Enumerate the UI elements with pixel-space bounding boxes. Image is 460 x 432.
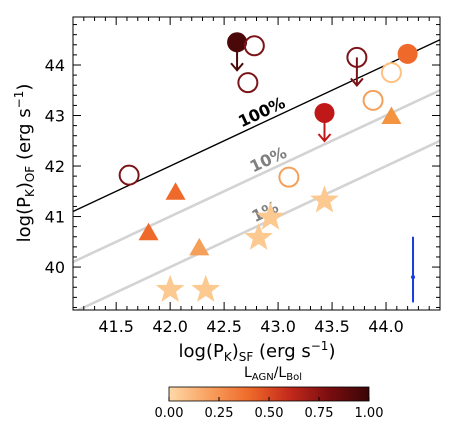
error-bar [411,236,416,303]
triangle-marker [381,106,402,125]
x-axis-title: log(PK)SF (erg s−1) [179,339,336,364]
error-bar-center [411,275,416,280]
star-marker [191,274,221,302]
y-tick-label: 44 [45,56,65,75]
reference-line-labels: 100%10%1% [235,93,289,226]
y-axis-title: log(PK)OF (erg s−1) [12,84,37,243]
x-tick-label: 42.5 [206,317,242,336]
y-tick-label: 40 [45,258,65,277]
star-marker [310,185,339,213]
y-tick-label: 42 [45,157,65,176]
reference-line-10pct [73,89,440,264]
triangle-marker [189,237,210,256]
open-circle-marker [278,166,300,188]
y-axis-ticks: 40 41 42 43 44 [45,24,440,308]
reference-line-label: 100% [235,93,288,131]
colorbar-tick-label: 0.25 [205,406,234,421]
colorbar-tick-label: 0.00 [155,406,184,421]
x-tick-label: 41.5 [98,317,134,336]
open-circle-marker [118,164,140,186]
y-tick-label: 41 [45,208,65,227]
star-marker [256,202,285,230]
colorbar-tick-label: 0.50 [255,406,284,421]
x-axis-ticks: 41.5 42.0 42.5 43.0 43.5 44.0 [72,17,430,336]
upper-limit-arrowhead [230,62,244,72]
x-tick-label: 42.0 [152,317,188,336]
reference-line-1pct [75,139,440,310]
triangle-marker [138,222,159,241]
open-circle-marker [243,35,265,57]
open-circle-marker [362,89,384,111]
colorbar-title: LAGN/LBol [244,365,302,383]
colorbar-ticks: 0.00 0.25 0.50 0.75 1.00 [155,397,384,421]
open-circle-marker [237,72,259,94]
upper-limit-arrowhead [350,77,364,87]
circle-marker [314,102,335,123]
circle-marker [397,43,418,64]
colorbar-tick-label: 0.75 [305,406,334,421]
x-tick-label: 43.0 [260,317,296,336]
colorbar-tick-label: 1.00 [355,406,384,421]
circle-marker [227,32,248,53]
open-circle-marker [380,62,402,84]
y-tick-label: 43 [45,107,65,126]
data-points [118,32,418,302]
star-marker [155,274,185,302]
triangle-marker [165,182,186,200]
star-marker [244,222,273,250]
upper-limit-arrowhead [317,133,332,143]
open-circle-marker [346,46,368,68]
x-tick-label: 44.0 [368,317,404,336]
x-tick-label: 43.5 [314,317,350,336]
